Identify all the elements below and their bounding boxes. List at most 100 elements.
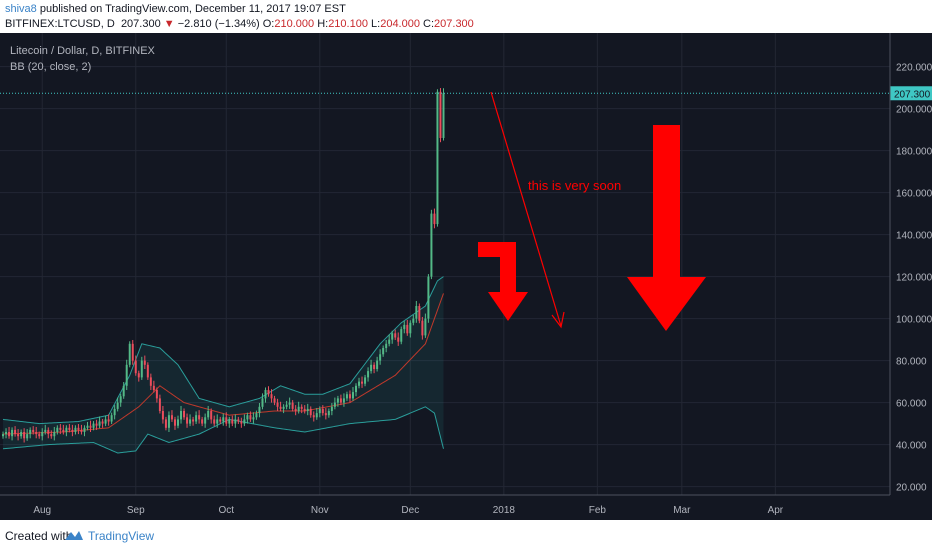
candle-body: [315, 413, 318, 418]
big-down-arrow: [627, 125, 706, 331]
candle-body: [77, 427, 80, 430]
candle-body: [309, 408, 312, 416]
candle-body: [158, 398, 161, 411]
candle-body: [246, 415, 249, 420]
publish-info: shiva8 published on TradingView.com, Dec…: [5, 3, 346, 15]
candle-body: [219, 419, 222, 422]
candle-body: [361, 381, 364, 384]
candle-body: [234, 419, 237, 424]
last-price: 207.300: [120, 18, 161, 30]
legend-symbol: Litecoin / Dollar, D, BITFINEX: [10, 45, 156, 57]
candle-body: [180, 411, 183, 420]
x-tick-label: Sep: [127, 505, 145, 516]
candle-body: [149, 377, 152, 386]
candle-body: [327, 411, 330, 416]
candle-body: [415, 306, 418, 319]
candle-body: [11, 429, 14, 437]
candle-body: [324, 413, 327, 416]
candle-body: [385, 343, 388, 348]
candle-body: [128, 343, 131, 365]
candle-body: [342, 398, 345, 403]
candle-body: [412, 318, 415, 323]
x-tick-label: Dec: [401, 505, 419, 516]
candle-body: [207, 411, 210, 418]
candle-body: [213, 419, 216, 424]
footer: Created with TradingView: [0, 520, 932, 550]
candle-body: [146, 364, 149, 378]
candle-body: [56, 427, 59, 432]
x-tick-label: 2018: [493, 505, 516, 516]
high-label: H:: [317, 18, 329, 30]
candle-body: [122, 385, 125, 397]
candle-body: [98, 421, 101, 426]
candle-body: [321, 408, 324, 414]
author-link[interactable]: shiva8: [5, 3, 37, 15]
candle-body: [101, 421, 104, 424]
candle-body: [53, 432, 56, 437]
candle-body: [216, 419, 219, 424]
candle-body: [86, 425, 89, 428]
candle-body: [282, 406, 285, 409]
bb-upper: [2, 276, 444, 425]
x-tick-label: Feb: [589, 505, 607, 516]
candle-body: [186, 417, 189, 424]
y-tick-label: 100.000: [896, 315, 932, 326]
candle-body: [26, 434, 29, 439]
y-tick-label: 120.000: [896, 273, 932, 284]
candle-body: [68, 427, 71, 430]
candle-body: [430, 213, 433, 277]
candle-body: [125, 364, 128, 386]
candle-body: [400, 329, 403, 342]
candle-body: [38, 434, 41, 437]
candle-body: [110, 415, 113, 422]
candle-body: [373, 364, 376, 369]
candle-body: [5, 432, 8, 435]
candle-body: [29, 429, 32, 435]
last-price-line: 207.300: [0, 86, 932, 101]
candle-body: [418, 306, 421, 321]
candle-body: [312, 415, 315, 418]
candle-body: [170, 415, 173, 420]
x-tick-label: Mar: [673, 505, 691, 516]
y-tick-label: 140.000: [896, 231, 932, 242]
candle-body: [355, 385, 357, 393]
candle-body: [394, 333, 397, 338]
candle-body: [433, 213, 436, 225]
candle-body: [83, 427, 86, 432]
price-change: −2.810 (−1.34%): [177, 18, 260, 30]
candle-body: [80, 429, 83, 432]
candle-body: [333, 402, 336, 407]
candle-body: [388, 339, 391, 344]
candle-body: [225, 417, 228, 424]
last-price-label: 207.300: [894, 89, 931, 100]
candle-body: [288, 402, 291, 405]
candle-body: [303, 408, 306, 411]
candle-body: [439, 91, 442, 138]
tradingview-link[interactable]: TradingView: [88, 529, 155, 543]
candle-body: [339, 398, 342, 403]
last-price-tag: [890, 86, 932, 101]
candle-body: [276, 402, 279, 407]
candle-body: [152, 385, 155, 390]
x-tick-label: Apr: [768, 505, 784, 516]
chart-area[interactable]: 207.300 this is very soon 20.000 40.000 60…: [0, 33, 932, 520]
candle-body: [167, 415, 170, 428]
candle-body: [210, 411, 213, 420]
candle-body: [155, 390, 158, 399]
symbol-label: BITFINEX:LTCUSD, D: [5, 18, 115, 30]
candle-body: [2, 434, 5, 437]
drawings: this is very soon: [478, 91, 706, 331]
candle-body: [32, 429, 35, 432]
candle-body: [424, 318, 427, 336]
candle-body: [406, 324, 409, 334]
candle-body: [134, 360, 137, 374]
down-arrow-icon: ▼: [163, 18, 175, 30]
candle-body: [173, 419, 176, 426]
open-value: 210.000: [274, 18, 315, 30]
price-chart[interactable]: 207.300 this is very soon 20.000 40.000 60…: [0, 33, 932, 520]
candle-body: [143, 360, 146, 365]
price-axis: 20.000 40.000 60.000 80.000 100.000 120.000 14…: [889, 33, 932, 495]
candle-body: [427, 276, 430, 319]
candle-body: [14, 429, 17, 435]
candle-body: [107, 419, 110, 422]
